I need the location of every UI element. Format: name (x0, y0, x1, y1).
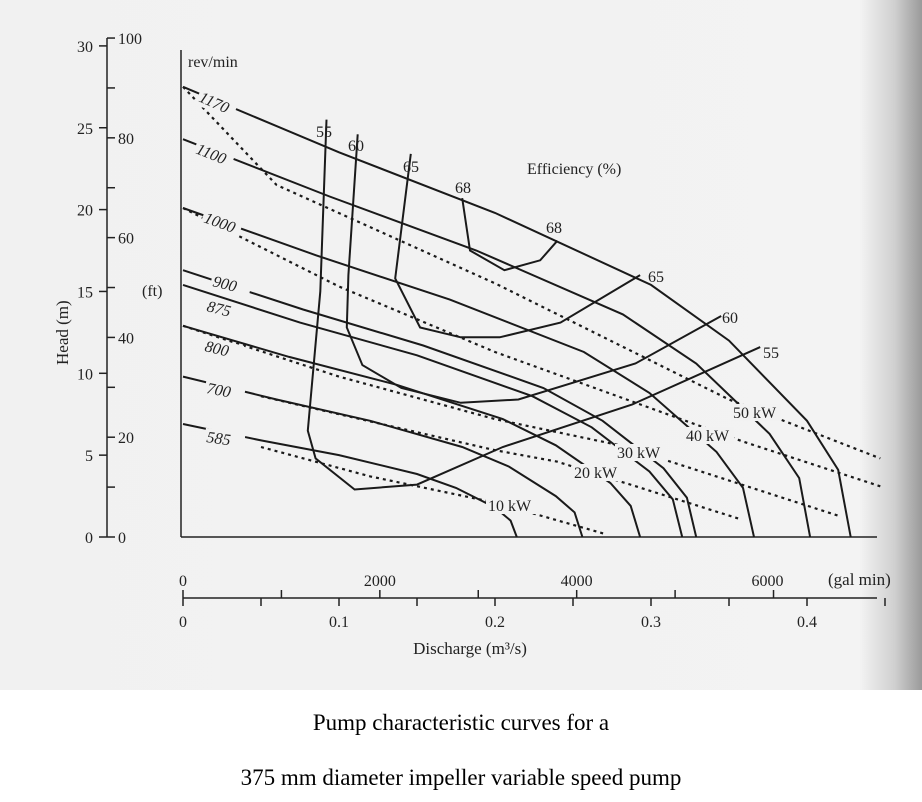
y-secondary-label: (ft) (142, 283, 162, 300)
discharge-m3s-tick-label: 0 (179, 614, 187, 631)
discharge-gal-tick-label: 6000 (752, 573, 784, 590)
speed-label-bg (194, 87, 239, 121)
efficiency-label-55: 55 (763, 345, 779, 362)
power-label-20-kW: 20 kW (574, 465, 618, 482)
speed-curve-700 (182, 375, 584, 538)
speed-label-1170: 1170 (196, 89, 231, 117)
head-m-tick-label: 15 (77, 284, 93, 301)
head-m-tick-label: 30 (77, 39, 93, 56)
speed-label-bg (209, 271, 253, 300)
y-axis-label: Head (m) (53, 300, 72, 365)
efficiency-label-68: 68 (455, 180, 471, 197)
efficiency-label-60: 60 (348, 138, 364, 155)
power-label-40-kW: 40 kW (686, 428, 730, 445)
head-ft-tick-label: 80 (118, 131, 134, 148)
head-ft-tick-label: 20 (118, 430, 134, 447)
speed-label-585: 585 (205, 429, 231, 449)
speed-curve-585 (182, 423, 518, 538)
discharge-gal-tick-label: 2000 (364, 573, 396, 590)
speed-label-bg (201, 336, 245, 364)
speed-label-bg (191, 139, 236, 171)
discharge-m3s-tick-label: 0.2 (485, 614, 505, 631)
power-label-bg (684, 427, 734, 444)
speed-label-1000: 1000 (202, 210, 238, 237)
power-label-bg (615, 444, 665, 461)
power-curve-40-kW (182, 207, 881, 488)
head-ft-tick-label: 40 (118, 330, 134, 347)
speed-label-bg (203, 296, 247, 325)
power-label-10-kW: 10 kW (488, 498, 532, 515)
efficiency-curve-60 (345, 134, 722, 404)
discharge-m3s-tick-label: 0.1 (329, 614, 349, 631)
discharge-m3s-tick-label: 0.4 (797, 614, 817, 631)
head-m-tick-label: 25 (77, 121, 93, 138)
speed-curve-900 (182, 269, 698, 538)
discharge-m3s-tick-label: 0.3 (641, 614, 661, 631)
power-label-50-kW: 50 kW (733, 405, 777, 422)
head-ft-tick-label: 60 (118, 231, 134, 248)
speed-label-1100: 1100 (194, 141, 229, 168)
head-ft-tick-label: 0 (118, 530, 126, 547)
speed-label-bg (203, 427, 246, 452)
speed-curve-800 (182, 324, 642, 538)
series (182, 85, 881, 538)
power-curve-10-kW (260, 445, 605, 535)
x-axis-label: Discharge (m³/s) (413, 639, 527, 658)
speed-label-bg (199, 208, 244, 239)
head-m-tick-label: 10 (77, 366, 93, 383)
speed-label-875: 875 (205, 298, 232, 320)
speed-label-900: 900 (211, 273, 238, 295)
head-ft-tick-label: 100 (118, 31, 142, 48)
caption-line-2: 375 mm diameter impeller variable speed … (240, 765, 682, 790)
efficiency-curve-65 (394, 153, 641, 339)
speed-label-800: 800 (203, 338, 230, 360)
efficiency-label-65: 65 (403, 159, 419, 176)
power-label-bg (486, 497, 536, 514)
power-label-bg (572, 464, 622, 481)
head-m-tick-label: 0 (85, 530, 93, 547)
efficiency-curve-68 (461, 197, 559, 272)
power-label-bg (731, 404, 781, 421)
efficiency-group-label: Efficiency (%) (527, 161, 621, 178)
speed-label-700: 700 (205, 380, 232, 401)
x-secondary-unit-label: (gal min) (828, 570, 891, 589)
head-m-tick-label: 20 (77, 203, 93, 220)
speed-curve-1000 (182, 207, 755, 538)
caption-line-1: Pump characteristic curves for a (312, 710, 610, 735)
speed-curve-1100 (182, 138, 812, 538)
efficiency-label-60: 60 (722, 310, 738, 327)
speed-curve-1170 (182, 85, 852, 538)
head-m-tick-label: 5 (85, 448, 93, 465)
efficiency-label-68: 68 (546, 220, 562, 237)
discharge-gal-tick-label: 4000 (561, 573, 593, 590)
efficiency-label-65: 65 (648, 269, 664, 286)
efficiency-curve-55 (306, 119, 761, 491)
speed-label-bg (203, 378, 246, 405)
speed-curve-875 (182, 283, 684, 538)
scanned-page-background (0, 0, 922, 690)
speed-group-label: rev/min (188, 54, 238, 71)
discharge-gal-tick-label: 0 (179, 573, 187, 590)
efficiency-label-55: 55 (316, 124, 332, 141)
power-label-30-kW: 30 kW (617, 445, 661, 462)
